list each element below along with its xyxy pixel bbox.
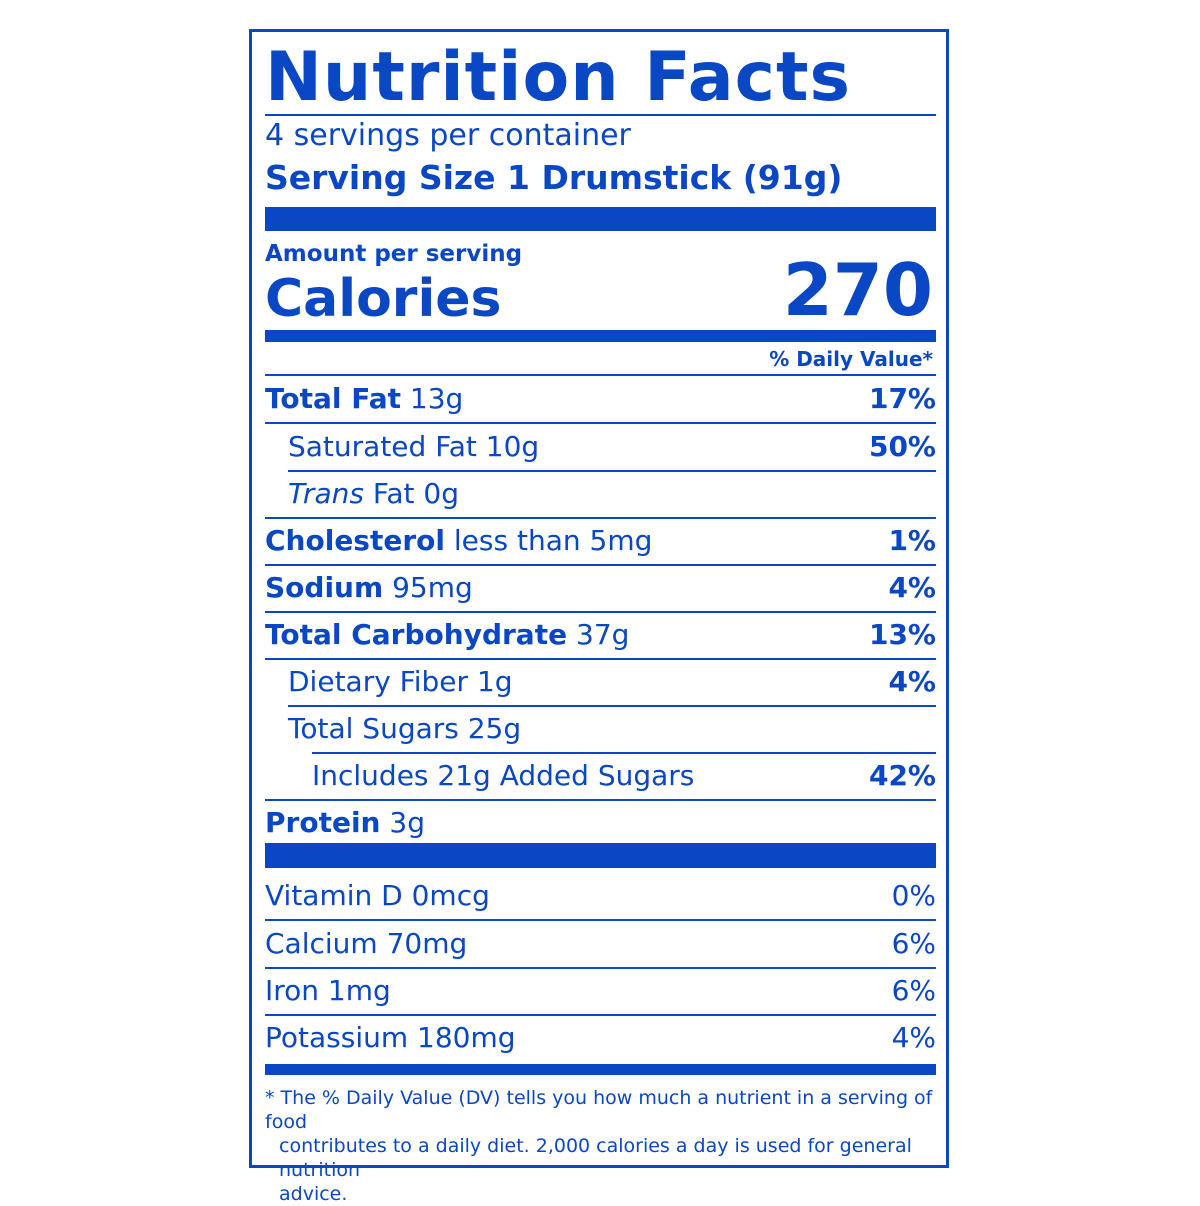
nutrient-name: Total Fat bbox=[265, 382, 402, 415]
serving-size: Serving Size 1 Drumstick (91g) bbox=[265, 158, 843, 197]
row-divider bbox=[288, 705, 936, 707]
servings-per-container: 4 servings per container bbox=[265, 118, 631, 153]
row-divider bbox=[288, 470, 936, 472]
row-divider bbox=[265, 1014, 936, 1016]
thick-divider-top bbox=[265, 207, 936, 231]
nutrient-row-total-carbohydrate: Total Carbohydrate 37g 13% bbox=[265, 612, 936, 658]
row-divider bbox=[265, 658, 936, 660]
nutrient-name: Protein bbox=[265, 806, 381, 839]
nutrient-name: Fat 0g bbox=[372, 477, 460, 510]
vitamin-dv: 6% bbox=[891, 927, 936, 960]
nutrient-name: Includes 21g Added Sugars bbox=[312, 759, 695, 792]
footnote-line: * The % Daily Value (DV) tells you how m… bbox=[265, 1087, 933, 1133]
row-divider bbox=[312, 752, 936, 754]
nutrient-amount: less than 5mg bbox=[453, 524, 653, 557]
nutrient-name: Saturated Fat 10g bbox=[288, 430, 540, 463]
vitamin-row: Calcium 70mg 6% bbox=[265, 921, 936, 967]
nutrient-dv: 50% bbox=[868, 430, 936, 463]
nutrient-dv: 13% bbox=[868, 618, 936, 651]
nutrient-row-sodium: Sodium 95mg 4% bbox=[265, 565, 936, 611]
vitamin-dv: 6% bbox=[891, 974, 936, 1007]
label-title: Nutrition Facts bbox=[265, 38, 851, 117]
amount-per-serving: Amount per serving bbox=[265, 241, 523, 267]
thick-divider-middle bbox=[265, 843, 936, 868]
row-divider bbox=[265, 967, 936, 969]
nutrient-name: Cholesterol bbox=[265, 524, 445, 557]
vitamin-row: Iron 1mg 6% bbox=[265, 968, 936, 1014]
row-divider bbox=[265, 517, 936, 519]
nutrient-row-protein: Protein 3g bbox=[265, 800, 936, 846]
nutrient-row-added-sugars: Includes 21g Added Sugars 42% bbox=[312, 753, 936, 799]
nutrient-name: Dietary Fiber 1g bbox=[288, 665, 513, 698]
row-divider bbox=[265, 919, 936, 921]
nutrient-dv: 17% bbox=[868, 382, 936, 415]
row-divider bbox=[265, 422, 936, 424]
nutrient-row-saturated-fat: Saturated Fat 10g 50% bbox=[288, 424, 936, 470]
nutrient-amount: 95mg bbox=[392, 571, 473, 604]
nutrient-name: Total Sugars 25g bbox=[288, 712, 522, 745]
vitamin-dv: 0% bbox=[891, 879, 936, 912]
vitamin-dv: 4% bbox=[891, 1021, 936, 1054]
nutrient-row-total-fat: Total Fat 13g 17% bbox=[265, 376, 936, 422]
nutrient-dv: 4% bbox=[888, 571, 936, 604]
row-divider bbox=[265, 799, 936, 801]
calories-divider bbox=[265, 330, 936, 342]
row-divider bbox=[265, 564, 936, 566]
footnote: * The % Daily Value (DV) tells you how m… bbox=[265, 1086, 936, 1206]
nutrient-dv: 1% bbox=[888, 524, 936, 557]
nutrient-name-italic: Trans bbox=[288, 477, 364, 510]
vitamin-name: Calcium 70mg bbox=[265, 927, 468, 960]
vitamin-name: Potassium 180mg bbox=[265, 1021, 516, 1054]
nutrient-dv: 42% bbox=[868, 759, 936, 792]
nutrient-row-total-sugars: Total Sugars 25g bbox=[288, 706, 936, 752]
vitamin-name: Vitamin D 0mcg bbox=[265, 879, 490, 912]
vitamin-row: Potassium 180mg 4% bbox=[265, 1015, 936, 1061]
nutrient-row-trans-fat: Trans Fat 0g bbox=[288, 471, 936, 517]
vitamin-name: Iron 1mg bbox=[265, 974, 391, 1007]
footnote-line: advice. bbox=[279, 1183, 348, 1205]
nutrient-row-dietary-fiber: Dietary Fiber 1g 4% bbox=[288, 659, 936, 705]
nutrient-row-cholesterol: Cholesterol less than 5mg 1% bbox=[265, 518, 936, 564]
nutrient-amount: 3g bbox=[389, 806, 425, 839]
title-divider bbox=[265, 114, 936, 116]
calories-label: Calories bbox=[265, 269, 502, 329]
thick-divider-bottom bbox=[265, 1064, 936, 1075]
nutrient-amount: 37g bbox=[576, 618, 630, 651]
vitamin-row: Vitamin D 0mcg 0% bbox=[265, 873, 936, 919]
nutrient-amount: 13g bbox=[409, 382, 464, 415]
row-divider bbox=[265, 611, 936, 613]
row-divider bbox=[265, 374, 936, 376]
daily-value-header: % Daily Value* bbox=[769, 347, 933, 371]
nutrient-dv: 4% bbox=[888, 665, 936, 698]
nutrient-name: Total Carbohydrate bbox=[265, 618, 568, 651]
footnote-line: contributes to a daily diet. 2,000 calor… bbox=[279, 1135, 912, 1181]
nutrition-facts-label: Nutrition Facts 4 servings per container… bbox=[249, 29, 949, 1205]
calories-value: 270 bbox=[782, 248, 933, 332]
nutrient-name: Sodium bbox=[265, 571, 384, 604]
